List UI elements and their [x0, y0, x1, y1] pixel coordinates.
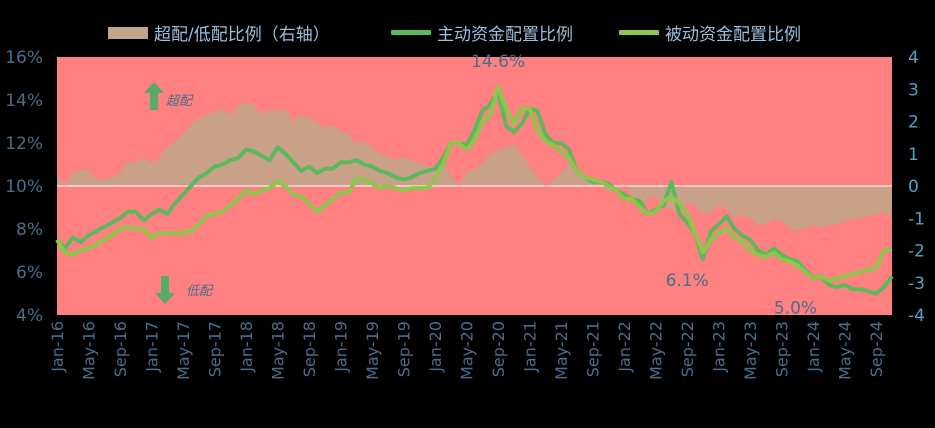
underweight-label: 低配 — [186, 284, 213, 299]
y-right-tick-label: 0 — [908, 177, 919, 197]
legend-swatch-active — [391, 30, 431, 35]
line-series-layer — [55, 85, 894, 296]
value-annotation: 6.1% — [666, 271, 709, 291]
x-tick-label: Sep-23 — [773, 321, 792, 377]
x-tick-label: Sep-22 — [678, 321, 697, 377]
x-tick-label: Jan-17 — [143, 321, 162, 373]
x-tick-label: Sep-24 — [867, 321, 886, 377]
x-tick-label: May-20 — [458, 321, 477, 380]
y-left-tick-label: 16% — [5, 48, 43, 68]
right-axis-ticks: -4 -3 -2 -1 0 1 2 3 4 — [908, 48, 925, 326]
area-overweight-underweight — [57, 102, 892, 232]
x-tick-label: Jan-24 — [804, 321, 823, 373]
x-tick-label: May-16 — [80, 321, 99, 380]
y-left-tick-label: 6% — [16, 263, 43, 283]
x-tick-label: Jan-22 — [615, 321, 634, 373]
x-axis-ticks: Jan-16 May-16 Sep-16 Jan-17 May-17 Sep-17 Jan-… — [48, 321, 886, 380]
legend-swatch-passive — [619, 30, 659, 35]
x-tick-label: Jan-16 — [48, 321, 67, 373]
legend-item-active: 主动资金配置比例 — [391, 20, 573, 45]
up-arrow-icon — [144, 82, 164, 114]
legend-item-overweight: 超配/低配比例（右轴） — [108, 20, 330, 45]
line-active-allocation — [55, 89, 894, 296]
y-left-tick-label: 8% — [16, 220, 43, 240]
y-left-tick-label: 12% — [5, 134, 43, 154]
legend-label-active: 主动资金配置比例 — [437, 25, 573, 45]
x-tick-label: Jan-18 — [237, 321, 256, 373]
down-arrow-icon — [155, 276, 175, 308]
x-tick-label: Sep-17 — [206, 321, 225, 377]
x-tick-label: May-18 — [269, 321, 288, 380]
x-tick-label: Sep-18 — [300, 321, 319, 377]
x-tick-label: Sep-16 — [111, 321, 130, 377]
annotation-layer: 14.6% 6.1% 5.0% — [471, 52, 817, 318]
x-tick-label: Jan-19 — [332, 321, 351, 373]
y-left-tick-label: 10% — [5, 177, 43, 197]
x-tick-label: May-22 — [647, 321, 666, 380]
x-tick-label: May-21 — [552, 321, 571, 380]
y-right-tick-label: -4 — [908, 306, 925, 326]
x-tick-label: May-23 — [741, 321, 760, 380]
y-right-tick-label: 4 — [908, 48, 919, 68]
x-tick-label: May-17 — [174, 321, 193, 380]
y-right-tick-label: -2 — [908, 242, 925, 262]
y-left-tick-label: 14% — [5, 91, 43, 111]
value-annotation: 5.0% — [774, 299, 817, 319]
area-series-layer — [57, 102, 892, 232]
y-right-tick-label: 1 — [908, 145, 919, 165]
legend-swatch-area — [108, 26, 148, 39]
x-tick-label: Jan-21 — [521, 321, 540, 373]
line-passive-allocation — [55, 85, 893, 283]
x-tick-label: Sep-20 — [489, 321, 508, 377]
left-axis-ticks: 4% 6% 8% 10% 12% 14% 16% — [5, 48, 43, 326]
x-tick-label: May-24 — [836, 321, 855, 380]
y-left-tick-label: 4% — [16, 306, 43, 326]
x-tick-label: Sep-19 — [395, 321, 414, 377]
legend-label-passive: 被动资金配置比例 — [665, 25, 801, 45]
x-tick-label: Jan-20 — [426, 321, 445, 373]
legend-item-passive: 被动资金配置比例 — [619, 20, 801, 45]
legend-label-overweight: 超配/低配比例（右轴） — [154, 25, 330, 45]
value-annotation: 14.6% — [471, 52, 525, 72]
x-tick-label: May-19 — [363, 321, 382, 380]
x-tick-label: Sep-21 — [584, 321, 603, 377]
overweight-label: 超配 — [166, 94, 193, 109]
y-right-tick-label: 3 — [908, 80, 919, 100]
x-tick-label: Jan-23 — [710, 321, 729, 373]
legend: 超配/低配比例（右轴） 主动资金配置比例 被动资金配置比例 — [0, 20, 935, 46]
y-right-tick-label: 2 — [908, 113, 919, 133]
y-right-tick-label: -3 — [908, 274, 925, 294]
y-right-tick-label: -1 — [908, 209, 925, 229]
